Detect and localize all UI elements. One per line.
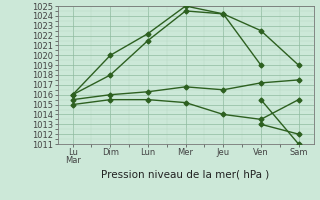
X-axis label: Pression niveau de la mer( hPa ): Pression niveau de la mer( hPa ) [101, 170, 270, 180]
